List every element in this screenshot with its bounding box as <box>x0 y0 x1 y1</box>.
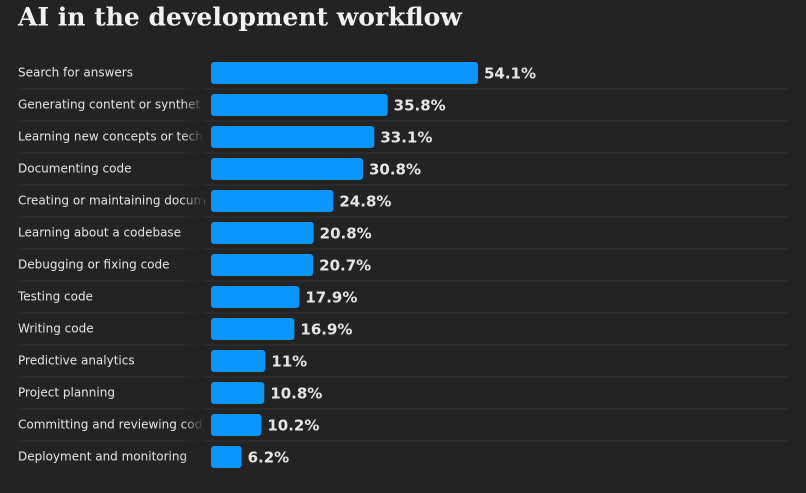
category-label: Predictive analytics <box>18 354 135 368</box>
bar <box>211 126 375 148</box>
bar <box>211 158 363 180</box>
category-label: Project planning <box>18 386 115 400</box>
category-label: Deployment and monitoring <box>18 450 187 464</box>
category-label: Creating or maintaining docum <box>18 194 205 208</box>
value-label: 11% <box>271 353 307 371</box>
value-label: 17.9% <box>305 289 357 307</box>
category-label: Documenting code <box>18 162 131 176</box>
value-label: 10.8% <box>270 385 322 403</box>
category-label: Generating content or synthet <box>18 98 201 112</box>
category-label: Debugging or fixing code <box>18 258 170 272</box>
bar <box>211 254 314 276</box>
bar <box>211 414 262 436</box>
category-label: Learning about a codebase <box>18 226 181 240</box>
label-fade <box>182 55 204 475</box>
category-label: Committing and reviewing cod <box>18 418 202 432</box>
bar <box>211 446 242 468</box>
value-label: 20.8% <box>320 225 372 243</box>
value-label: 20.7% <box>319 257 371 275</box>
bar <box>211 222 314 244</box>
value-label: 24.8% <box>339 193 391 211</box>
category-label: Testing code <box>17 290 93 304</box>
value-label: 33.1% <box>380 129 432 147</box>
value-label: 30.8% <box>369 161 421 179</box>
bar <box>211 94 388 116</box>
bar <box>211 190 334 212</box>
chart-title: AI in the development workflow <box>17 3 463 32</box>
value-label: 35.8% <box>394 97 446 115</box>
category-label: Learning new concepts or tech <box>18 130 203 144</box>
category-label: Writing code <box>18 322 94 336</box>
value-label: 10.2% <box>267 417 319 435</box>
bar <box>211 318 295 340</box>
bar <box>211 62 478 84</box>
value-label: 6.2% <box>248 449 290 467</box>
value-label: 16.9% <box>300 321 352 339</box>
bar <box>211 382 265 404</box>
category-label: Search for answers <box>18 66 133 80</box>
value-label: 54.1% <box>484 65 536 83</box>
bar <box>211 286 300 308</box>
bar <box>211 350 266 372</box>
